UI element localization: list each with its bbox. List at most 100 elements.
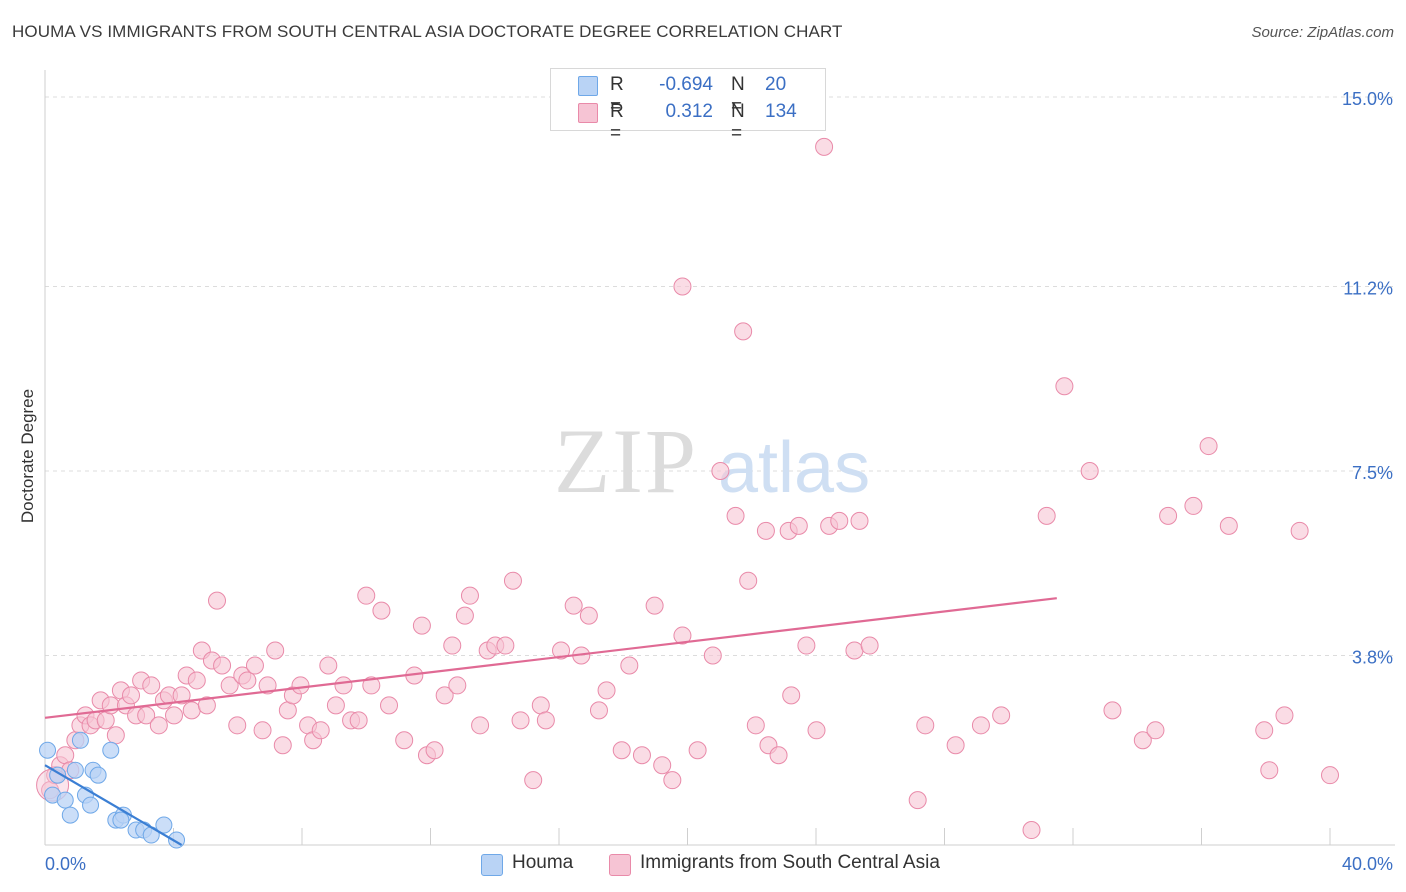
trend-line-houma <box>44 764 183 846</box>
trend-lines <box>44 597 1057 846</box>
data-point-immigrants <box>334 676 353 695</box>
data-point-immigrants <box>524 771 543 790</box>
data-point-immigrants <box>552 641 571 660</box>
data-point-immigrants <box>711 462 730 480</box>
data-point-immigrants <box>1184 496 1203 515</box>
data-point-immigrants <box>273 736 292 755</box>
data-point-immigrants <box>1055 377 1074 396</box>
data-point-houma <box>155 816 173 834</box>
data-point-immigrants <box>782 686 801 705</box>
data-point-immigrants <box>1275 706 1294 725</box>
data-point-houma <box>82 796 100 814</box>
data-point-immigrants <box>455 606 474 625</box>
data-point-immigrants <box>425 741 444 760</box>
data-point-immigrants <box>726 506 745 525</box>
data-point-immigrants <box>1219 516 1238 535</box>
x-tick-label: 0.0% <box>45 854 86 874</box>
data-point-immigrants <box>632 746 651 765</box>
data-point-immigrants <box>511 711 530 730</box>
y-tick-label: 11.2% <box>1343 278 1393 298</box>
data-point-immigrants <box>1022 821 1041 840</box>
data-point-immigrants <box>663 771 682 790</box>
data-point-immigrants <box>807 721 826 740</box>
houma-swatch <box>481 854 503 876</box>
data-point-immigrants <box>992 706 1011 725</box>
data-point-immigrants <box>673 626 692 645</box>
data-point-immigrants <box>319 656 338 675</box>
data-point-immigrants <box>946 736 965 755</box>
data-point-immigrants <box>253 721 272 740</box>
data-point-immigrants <box>245 656 264 675</box>
data-point-immigrants <box>597 681 616 700</box>
data-point-immigrants <box>291 676 310 695</box>
data-point-immigrants <box>503 571 522 590</box>
data-point-immigrants <box>789 516 808 535</box>
data-point-immigrants <box>1037 506 1056 525</box>
n-value: 134 <box>765 101 797 122</box>
data-point-immigrants <box>1290 521 1309 540</box>
data-point-immigrants <box>238 671 257 690</box>
r-label: R = <box>610 101 624 144</box>
data-point-houma <box>102 741 120 759</box>
data-point-immigrants <box>372 601 391 620</box>
data-point-immigrants <box>1159 506 1178 525</box>
data-point-immigrants <box>197 696 216 715</box>
data-point-immigrants <box>756 521 775 540</box>
correlation-legend: R = -0.694 N = 20 R = 0.312 N = 134 <box>550 68 826 144</box>
immigrants-swatch <box>609 854 631 876</box>
data-point-immigrants <box>278 701 297 720</box>
axes <box>44 70 1395 846</box>
data-point-immigrants <box>380 696 399 715</box>
data-point-immigrants <box>412 616 431 635</box>
data-point-immigrants <box>187 671 206 690</box>
data-point-houma <box>66 761 84 779</box>
data-point-immigrants <box>220 676 239 695</box>
chart-title: HOUMA VS IMMIGRANTS FROM SOUTH CENTRAL A… <box>12 22 843 41</box>
data-point-immigrants <box>860 636 879 655</box>
data-point-immigrants <box>645 596 664 615</box>
data-point-immigrants <box>443 636 462 655</box>
data-point-immigrants <box>213 656 232 675</box>
n-value: 20 <box>765 74 787 95</box>
data-point-immigrants <box>448 676 467 695</box>
data-point-immigrants <box>1255 721 1274 740</box>
data-point-immigrants <box>172 686 191 705</box>
source-label: Source: ZipAtlas.com <box>1251 24 1394 41</box>
data-point-immigrants <box>496 636 515 655</box>
data-point-immigrants <box>688 741 707 760</box>
data-point-immigrants <box>746 716 765 735</box>
data-point-immigrants <box>266 641 285 660</box>
data-point-immigrants <box>182 701 201 720</box>
data-point-houma <box>71 731 89 749</box>
data-point-immigrants <box>589 701 608 720</box>
data-point-immigrants <box>395 731 414 750</box>
data-point-immigrants <box>564 596 583 615</box>
r-label: R = <box>610 74 624 117</box>
data-point-immigrants <box>703 646 722 665</box>
data-point-immigrants <box>531 696 550 715</box>
data-point-immigrants <box>258 676 277 695</box>
svg-text:atlas: atlas <box>718 428 870 508</box>
data-point-immigrants <box>579 606 598 625</box>
data-point-immigrants <box>471 716 490 735</box>
svg-text:ZIP: ZIP <box>554 410 698 512</box>
data-point-immigrants <box>106 726 125 745</box>
data-point-immigrants <box>673 277 692 296</box>
y-tick-label: 3.8% <box>1352 648 1393 668</box>
data-point-immigrants <box>326 696 345 715</box>
tick-labels: 3.8% 7.5% 11.2% 15.0% 0.0% 40.0% <box>45 89 1393 874</box>
data-point-immigrants <box>142 676 161 695</box>
r-value: -0.694 <box>659 74 713 95</box>
data-point-houma <box>61 806 79 824</box>
data-point-immigrants <box>228 716 247 735</box>
data-point-immigrants <box>739 571 758 590</box>
data-point-immigrants <box>1199 437 1218 456</box>
data-point-immigrants <box>122 686 141 705</box>
data-point-immigrants <box>1260 761 1279 780</box>
immigrants-swatch <box>578 103 598 123</box>
watermark: ZIP atlas <box>554 410 870 512</box>
data-point-immigrants <box>850 511 869 530</box>
data-point-immigrants <box>797 636 816 655</box>
data-point-immigrants <box>149 716 168 735</box>
